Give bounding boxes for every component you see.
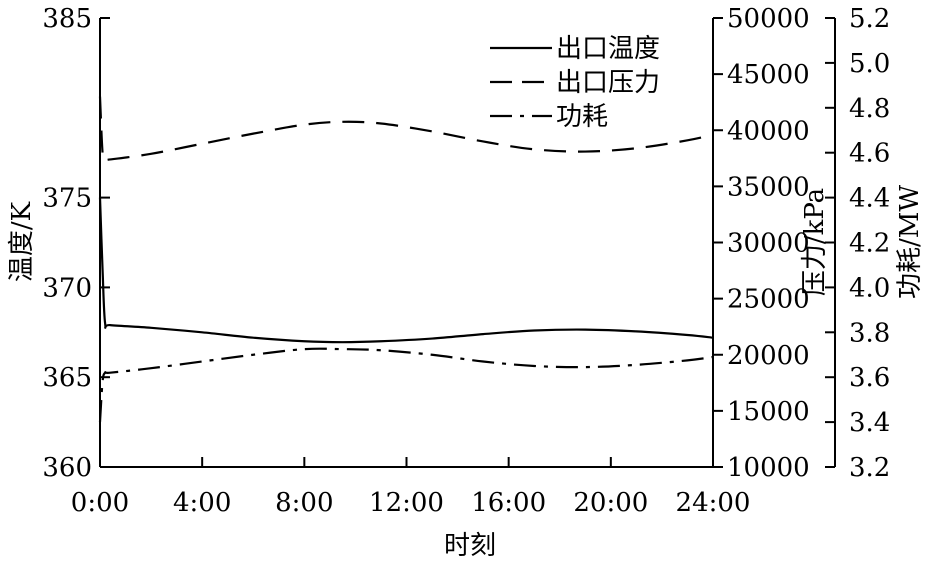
- power-tick-label: 3.2: [849, 453, 890, 483]
- pressure-tick-label: 15000: [727, 397, 810, 427]
- power-tick-label: 5.0: [849, 49, 890, 79]
- axes: 0:00 4:00 8:00 12:00 16:00 20:00 24:00 360 365 37…: [42, 4, 890, 518]
- power-tick-label: 4.2: [849, 229, 890, 259]
- outlet-pressure-line: [98, 96, 714, 162]
- temperature-tick-label: 375: [42, 184, 92, 214]
- pressure-tick-label: 45000: [727, 60, 810, 90]
- temperature-tick-label: 360: [42, 453, 92, 483]
- pressure-tick-label: 35000: [727, 172, 810, 202]
- power-tick-label: 3.8: [849, 318, 890, 348]
- pressure-tick-label: 30000: [727, 229, 810, 259]
- x-tick-label: 0:00: [71, 488, 129, 518]
- temperature-tick-label: 385: [42, 4, 92, 34]
- power-axis-title: 功耗/MW: [895, 185, 925, 299]
- pressure-tick-label: 20000: [727, 341, 810, 371]
- x-tick-label: 20:00: [573, 488, 648, 518]
- power-tick-label: 4.6: [849, 139, 890, 169]
- power-tick-label: 3.4: [849, 408, 890, 438]
- legend-item-power-consumption-label: 功耗: [556, 102, 608, 132]
- power-tick-label: 4.0: [849, 273, 890, 303]
- temperature-tick-label: 370: [42, 273, 92, 303]
- pressure-tick-label: 50000: [727, 4, 810, 34]
- power-tick-label: 5.2: [849, 4, 890, 34]
- power-tick-label: 4.4: [849, 184, 890, 214]
- temperature-tick-label: 365: [42, 363, 92, 393]
- x-tick-label: 4:00: [173, 488, 231, 518]
- x-tick-label: 8:00: [275, 488, 333, 518]
- series-layer: [98, 96, 714, 423]
- legend-item-outlet-temperature-label: 出口温度: [556, 34, 660, 64]
- x-tick-label: 24:00: [676, 488, 751, 518]
- x-tick-label: 12:00: [369, 488, 444, 518]
- x-axis-title: 时刻: [444, 531, 496, 561]
- pressure-tick-label: 10000: [727, 453, 810, 483]
- pressure-tick-label: 25000: [727, 285, 810, 315]
- power-tick-label: 3.6: [849, 363, 890, 393]
- pressure-axis-title: 压力/kPa: [800, 188, 830, 296]
- legend-item-outlet-pressure-label: 出口压力: [556, 68, 660, 98]
- x-tick-label: 16:00: [471, 488, 546, 518]
- power-tick-label: 4.8: [849, 94, 890, 124]
- outlet-temperature-line: [98, 197, 714, 344]
- pressure-tick-label: 40000: [727, 116, 810, 146]
- power-consumption-line: [98, 347, 714, 423]
- temperature-axis-title: 温度/K: [7, 201, 37, 282]
